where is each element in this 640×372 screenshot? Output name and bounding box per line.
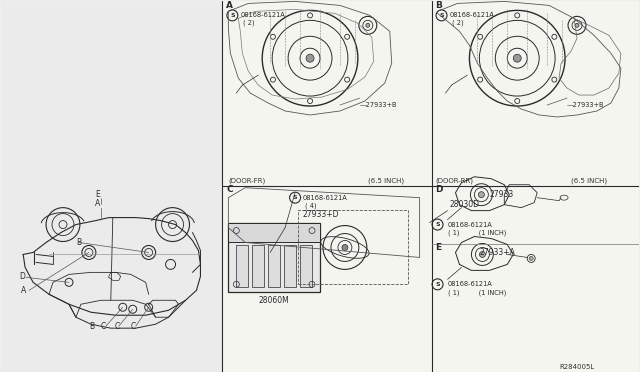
- Text: —27933+B: —27933+B: [567, 102, 605, 108]
- Text: B: B: [436, 1, 442, 10]
- Text: A: A: [95, 199, 100, 208]
- Circle shape: [342, 244, 348, 250]
- Text: ( 4): ( 4): [305, 202, 317, 209]
- Text: C: C: [101, 322, 106, 331]
- Bar: [222, 1, 639, 372]
- Text: 08168-6121A: 08168-6121A: [303, 195, 348, 201]
- Text: (DOOR-FR): (DOOR-FR): [228, 177, 266, 184]
- Text: C: C: [131, 322, 136, 331]
- Bar: [300, 246, 312, 287]
- Text: 08168-6121A: 08168-6121A: [447, 222, 492, 228]
- Text: S: S: [292, 195, 298, 200]
- Bar: [228, 222, 320, 292]
- Bar: [284, 246, 296, 287]
- Text: B: B: [76, 238, 81, 247]
- Text: S: S: [230, 13, 235, 18]
- Circle shape: [366, 23, 370, 27]
- Text: ( 2): ( 2): [452, 19, 464, 26]
- Text: —27933+B: —27933+B: [360, 102, 397, 108]
- Text: (6.5 INCH): (6.5 INCH): [368, 177, 404, 184]
- Text: A: A: [227, 1, 234, 10]
- Text: E: E: [95, 190, 100, 199]
- Text: 08168-6121A: 08168-6121A: [447, 281, 492, 287]
- Circle shape: [575, 23, 579, 27]
- Circle shape: [529, 256, 533, 260]
- Text: 28060M: 28060M: [259, 296, 289, 305]
- Text: (6.5 INCH): (6.5 INCH): [571, 177, 607, 184]
- Text: ( 1)         (1 INCH): ( 1) (1 INCH): [447, 229, 506, 236]
- Text: C: C: [227, 185, 233, 194]
- Text: D: D: [436, 185, 443, 194]
- Text: S: S: [435, 282, 440, 287]
- Bar: [236, 246, 248, 287]
- Bar: [252, 246, 264, 287]
- Text: 27933: 27933: [490, 190, 514, 199]
- Text: 27933+D: 27933+D: [302, 210, 339, 219]
- Bar: [1, 1, 222, 372]
- Text: D: D: [19, 272, 25, 281]
- Text: S: S: [435, 222, 440, 227]
- Text: ( 1)         (1 INCH): ( 1) (1 INCH): [447, 289, 506, 296]
- Text: E: E: [436, 243, 442, 252]
- Text: ( 2): ( 2): [243, 19, 255, 26]
- Text: 28030D: 28030D: [449, 200, 479, 209]
- Text: B: B: [89, 322, 94, 331]
- Circle shape: [306, 54, 314, 62]
- Text: R284005L: R284005L: [559, 364, 595, 370]
- Text: 27933+A: 27933+A: [479, 248, 515, 257]
- Circle shape: [513, 54, 521, 62]
- Bar: [268, 246, 280, 287]
- Text: S: S: [439, 13, 444, 18]
- Text: 08168-6121A: 08168-6121A: [449, 12, 494, 18]
- Text: C: C: [115, 322, 120, 331]
- Circle shape: [479, 251, 485, 257]
- Bar: [228, 222, 320, 243]
- Text: (DOOR-RR): (DOOR-RR): [436, 177, 474, 184]
- Text: 08168-6121A: 08168-6121A: [240, 12, 285, 18]
- Bar: [298, 210, 408, 284]
- Circle shape: [478, 192, 484, 198]
- Text: A: A: [21, 286, 26, 295]
